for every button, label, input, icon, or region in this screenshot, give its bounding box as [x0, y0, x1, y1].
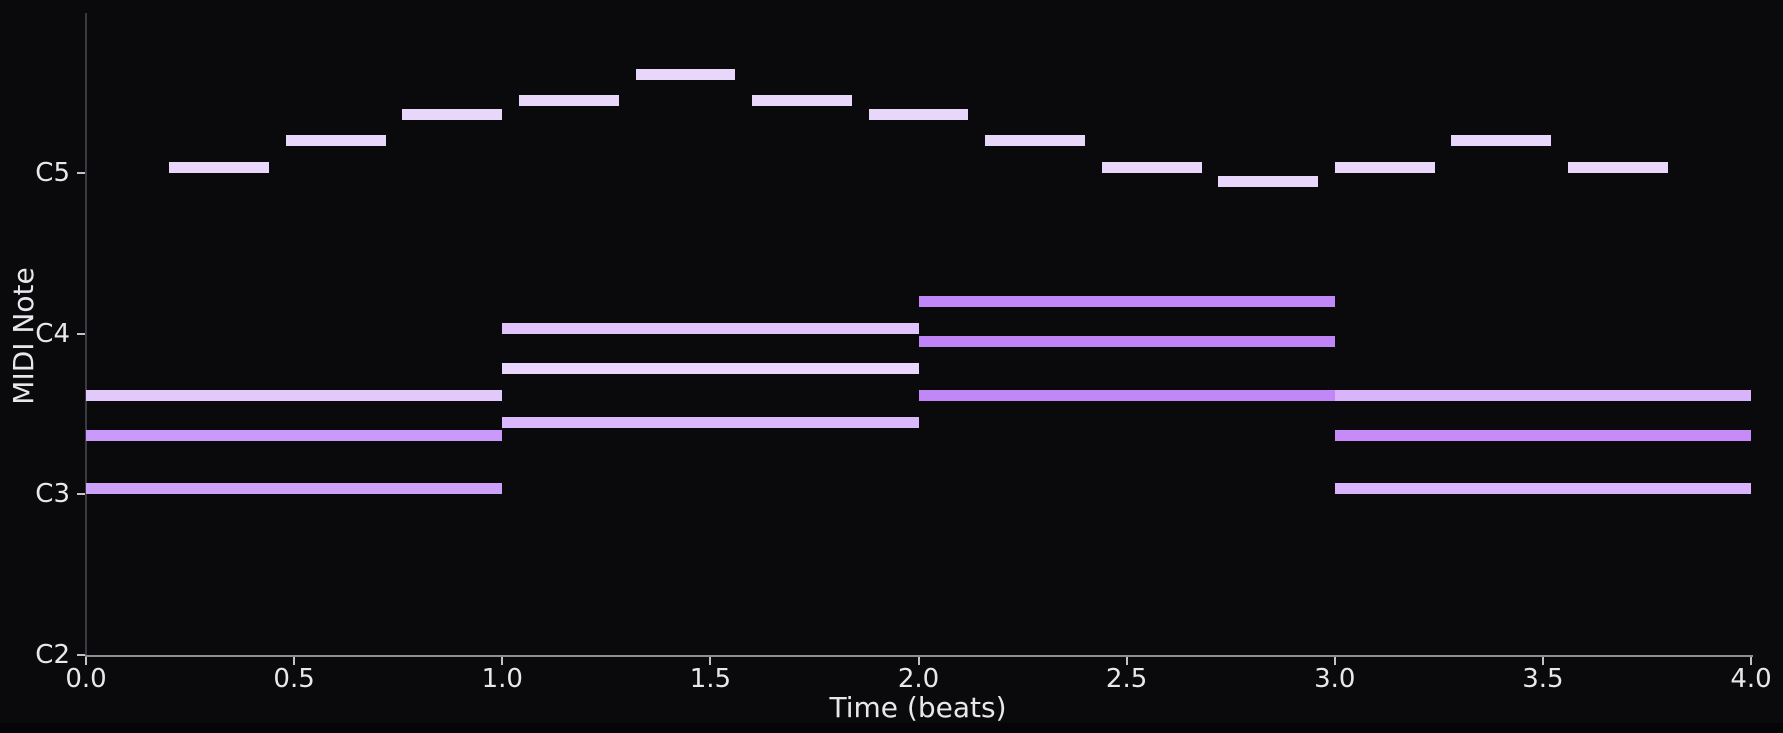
note-bar-C5-3 — [1334, 162, 1435, 174]
x-tick-label-2.0: 2.0 — [897, 664, 940, 694]
x-tick-mark-4.0 — [1750, 657, 1752, 665]
x-tick-mark-3.5 — [1541, 657, 1544, 665]
note-bar-F5-1.6 — [752, 95, 852, 107]
note-bar-G3-3 — [1334, 389, 1752, 401]
x-tick-label-1.5: 1.5 — [689, 664, 732, 694]
note-bar-C5-0.2 — [169, 162, 270, 174]
note-bar-F5-1.04 — [518, 95, 619, 107]
y-tick-mark-C4 — [77, 332, 85, 335]
note-bar-E3-0 — [86, 429, 503, 441]
note-bar-G5-1.32 — [635, 68, 736, 80]
y-axis-spine — [85, 13, 87, 656]
x-tick-mark-0.0 — [85, 657, 87, 665]
note-bar-B4-2.72 — [1218, 175, 1319, 187]
note-bar-C3-0 — [86, 483, 503, 495]
x-axis-label: Time (beats) — [829, 691, 1007, 724]
x-tick-mark-3.0 — [1333, 657, 1336, 665]
x-tick-mark-2.5 — [1125, 657, 1128, 665]
note-bar-B3-2 — [918, 336, 1335, 348]
x-tick-label-4.0: 4.0 — [1730, 664, 1772, 694]
y-tick-label-C4: C4 — [35, 318, 70, 349]
y-tick-label-C3: C3 — [35, 479, 70, 510]
note-bar-D5-3.28 — [1451, 135, 1552, 147]
note-bar-C3-3 — [1334, 483, 1752, 495]
x-tick-mark-0.5 — [293, 657, 296, 665]
x-tick-label-1.0: 1.0 — [481, 664, 523, 694]
x-tick-mark-2.0 — [917, 657, 920, 665]
x-tick-mark-1.5 — [709, 657, 712, 665]
y-tick-mark-C2 — [77, 654, 85, 656]
y-tick-mark-C5 — [77, 172, 85, 175]
x-axis-spine — [85, 655, 1753, 657]
note-bar-G3-2 — [918, 389, 1335, 401]
y-tick-label-C2: C2 — [35, 640, 70, 670]
note-bar-D5-0.48 — [285, 135, 386, 147]
x-tick-label-3.0: 3.0 — [1314, 664, 1356, 694]
note-bar-G3-0 — [86, 389, 503, 401]
note-bar-E5-1.88 — [868, 108, 969, 120]
note-bar-E3-3 — [1334, 429, 1752, 441]
note-bar-F3-1 — [502, 416, 919, 428]
note-bar-D5-2.16 — [985, 135, 1085, 147]
x-tick-mark-1.0 — [501, 657, 504, 665]
note-bar-E5-0.76 — [402, 108, 503, 120]
x-tick-label-0.5: 0.5 — [273, 664, 315, 694]
x-tick-label-0.0: 0.0 — [65, 664, 107, 694]
y-axis-label: MIDI Note — [7, 267, 40, 405]
note-bar-C5-3.56 — [1567, 162, 1668, 174]
x-tick-label-2.5: 2.5 — [1105, 664, 1148, 694]
x-tick-label-3.5: 3.5 — [1522, 664, 1564, 694]
note-bar-C4-1 — [502, 322, 919, 334]
note-bar-A3-1 — [502, 363, 919, 374]
note-bar-C5-2.44 — [1101, 162, 1202, 174]
y-tick-label-C5: C5 — [35, 158, 70, 189]
y-tick-mark-C3 — [77, 493, 85, 496]
note-bar-D4-2 — [918, 296, 1335, 307]
